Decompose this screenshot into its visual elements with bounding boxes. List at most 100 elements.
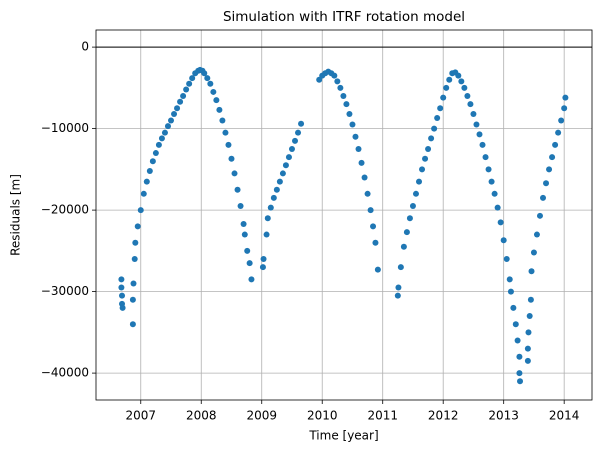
scatter-point <box>488 178 495 185</box>
scatter-point <box>186 80 193 87</box>
scatter-point <box>129 321 136 328</box>
scatter-point <box>118 284 125 291</box>
scatter-point <box>219 117 226 124</box>
scatter-point <box>137 207 144 214</box>
scatter-point <box>458 78 465 85</box>
y-tick-label: −40000 <box>41 366 89 380</box>
x-tick-label: 2014 <box>549 409 580 423</box>
scatter-point <box>241 231 248 238</box>
plot-area: 2007 2008 2009 2010 2011 2012 2013 2014 0 −10000 −… <box>41 30 592 423</box>
scatter-point <box>400 243 407 250</box>
scatter-point <box>263 231 270 238</box>
scatter-point <box>134 223 141 230</box>
scatter-point <box>168 117 175 124</box>
scatter-point <box>130 280 137 287</box>
scatter-point <box>431 125 438 132</box>
scatter-point <box>273 186 280 193</box>
scatter-point <box>282 162 289 169</box>
scatter-point <box>403 229 410 236</box>
scatter-point <box>143 178 150 185</box>
scatter-point <box>248 276 255 283</box>
scatter-point <box>479 141 486 148</box>
scatter-point <box>372 239 379 246</box>
scatter-point <box>132 239 139 246</box>
scatter-point <box>270 194 277 201</box>
scatter-point <box>562 94 569 101</box>
x-tick-label: 2010 <box>307 409 338 423</box>
scatter-point <box>164 123 171 130</box>
scatter-point <box>355 145 362 152</box>
scatter-point <box>497 219 504 226</box>
scatter-point <box>189 75 196 82</box>
scatter-point <box>222 129 229 136</box>
scatter-point <box>152 150 159 157</box>
scatter-point <box>246 260 253 267</box>
scatter-point <box>491 190 498 197</box>
chart-title: Simulation with ITRF rotation model <box>223 9 465 25</box>
scatter-point <box>506 276 513 283</box>
scatter-point <box>337 84 344 91</box>
scatter-point <box>533 231 540 238</box>
y-tick-label: −30000 <box>41 284 89 298</box>
scatter-point <box>524 345 531 352</box>
scatter-point <box>216 106 223 113</box>
scatter-point <box>540 194 547 201</box>
scatter-point <box>482 154 489 161</box>
scatter-point <box>464 93 471 100</box>
scatter-point <box>228 155 235 162</box>
scatter-point <box>428 135 435 142</box>
scatter-point <box>510 304 517 311</box>
scatter-point <box>470 110 477 117</box>
scatter-point <box>370 223 377 230</box>
scatter-point <box>364 190 371 197</box>
scatter-point <box>276 178 283 185</box>
x-tick-label: 2012 <box>428 409 459 423</box>
scatter-point <box>298 120 305 127</box>
scatter-point <box>225 141 232 148</box>
scatter-point <box>131 256 138 263</box>
scatter-point <box>455 72 462 79</box>
scatter-point <box>555 129 562 136</box>
scatter-point <box>183 86 190 93</box>
scatter-point <box>461 84 468 91</box>
scatter-point <box>174 105 181 112</box>
scatter-point <box>446 76 453 83</box>
scatter-point <box>267 204 274 211</box>
scatter-point <box>527 296 534 303</box>
scatter-point <box>397 264 404 271</box>
scatter-point <box>346 110 353 117</box>
scatter-point <box>119 304 126 311</box>
scatter-point <box>394 292 401 299</box>
axes-frame <box>95 29 593 401</box>
scatter-point <box>279 170 286 177</box>
scatter-point <box>149 158 156 165</box>
scatter-point <box>422 155 429 162</box>
scatter-point <box>244 247 251 254</box>
scatter-point <box>288 145 295 152</box>
scatter-point <box>237 203 244 210</box>
scatter-point <box>161 129 168 136</box>
scatter-point <box>473 121 480 128</box>
scatter-point <box>119 292 126 299</box>
scatter-point <box>204 75 211 82</box>
scatter-point <box>295 129 302 136</box>
scatter-point <box>507 288 514 295</box>
scatter-point <box>440 94 447 101</box>
scatter-point <box>361 174 368 181</box>
scatter-point <box>416 178 423 185</box>
scatter-point <box>343 101 350 108</box>
scatter-point <box>549 154 556 161</box>
scatter-point <box>210 88 217 95</box>
scatter-point <box>367 207 374 214</box>
x-tick-label: 2007 <box>125 409 156 423</box>
scatter-point <box>285 154 292 161</box>
scatter-point <box>500 237 507 244</box>
scatter-point <box>530 249 537 256</box>
scatter-point <box>485 166 492 173</box>
x-axis-label: Time [year] <box>308 429 378 443</box>
x-tick-label: 2008 <box>186 409 217 423</box>
scatter-point <box>524 357 531 364</box>
y-tick-label: −10000 <box>41 121 89 135</box>
